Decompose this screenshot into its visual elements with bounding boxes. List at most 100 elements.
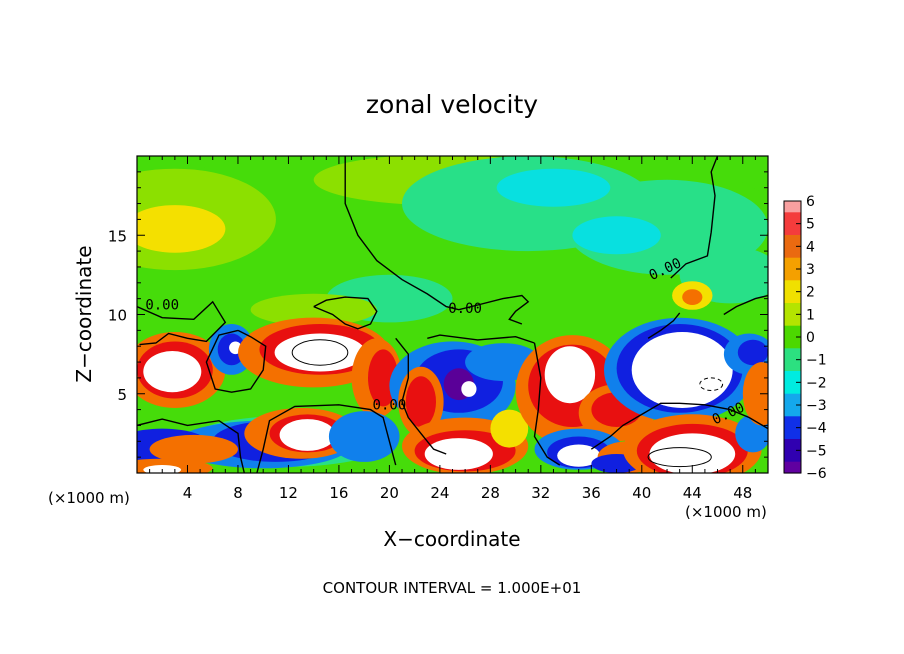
colorbar-swatch — [784, 405, 801, 417]
colorbar-swatch — [784, 235, 801, 247]
contour-label: 0.00 — [448, 301, 482, 317]
x-tick-label: 4 — [183, 484, 193, 502]
field-region — [137, 205, 226, 253]
zero-contour-line — [395, 337, 447, 455]
x-tick-label: 20 — [380, 484, 399, 502]
colorbar-swatch — [784, 201, 801, 213]
colorbar-swatch — [784, 348, 801, 361]
field-region — [143, 351, 202, 393]
zero-contour-line — [344, 156, 530, 325]
zero-contour-line — [137, 418, 245, 473]
x-axis: 4 8 12 16 20 24 28 32 36 40 44 48 — [149, 156, 756, 502]
zero-contour-line — [313, 296, 378, 330]
x-tick-label: 44 — [683, 484, 702, 502]
field-region — [461, 381, 477, 397]
field-region — [149, 434, 238, 464]
chart-title: zonal velocity — [366, 90, 538, 119]
colorbar-swatch — [784, 269, 801, 281]
colorbar-label: 5 — [806, 217, 815, 233]
colorbar-label: 1 — [806, 307, 815, 323]
field-region — [742, 362, 768, 426]
colorbar-swatch — [784, 280, 801, 293]
colorbar-swatch — [784, 393, 801, 406]
zero-contour-line — [427, 334, 535, 344]
colorbar-swatch — [784, 314, 801, 327]
y-tick-label: 5 — [117, 386, 127, 404]
zero-contour-line — [670, 156, 719, 279]
field-region — [424, 438, 493, 470]
y-tick-label: 10 — [108, 307, 127, 325]
field-region — [250, 293, 377, 326]
field-region — [682, 289, 703, 305]
x-unit-label-right: (×1000 m) — [685, 503, 767, 521]
zero-contour-line — [590, 402, 768, 450]
colorbar-swatch — [784, 450, 801, 463]
field-region — [557, 444, 601, 467]
zero-contour-line — [647, 312, 681, 339]
colorbar-label: 2 — [806, 285, 815, 301]
velocity-field — [137, 156, 768, 473]
y-axis-label: Z−coordinate — [72, 245, 96, 382]
colorbar-swatch — [784, 303, 801, 315]
field-region — [649, 433, 736, 473]
colorbar-label: 6 — [806, 194, 815, 210]
interior-contour-line — [291, 339, 349, 366]
contour-interval-label: CONTOUR INTERVAL = 1.000E+01 — [323, 579, 582, 597]
colorbar-swatch — [784, 461, 801, 474]
plot-area: 0.00 0.000.000.00 0.00 4 8 12 16 20 24 28 32 36 40 4… — [108, 155, 769, 502]
field-region — [490, 409, 529, 448]
field-region — [631, 332, 733, 408]
interior-contour-line — [647, 447, 712, 468]
colorbar-label: −5 — [806, 443, 827, 459]
x-tick-label: 32 — [531, 484, 550, 502]
zero-contours — [137, 156, 768, 473]
colorbar-swatch — [784, 439, 801, 451]
colorbar-swatch — [784, 325, 801, 338]
contour-label: 0.00 — [145, 298, 179, 314]
colorbar-label: −4 — [806, 421, 827, 437]
x-tick-label: 8 — [233, 484, 243, 502]
y-tick-label: 15 — [108, 227, 127, 245]
x-tick-label: 12 — [279, 484, 298, 502]
x-tick-label: 24 — [430, 484, 449, 502]
field-region — [737, 339, 768, 366]
colorbar-swatch — [784, 246, 801, 259]
colorbar: 6 5 4 3 2 1 0 −1 −2 −3 −4 −5 −6 — [783, 194, 827, 482]
zero-contour-line — [256, 404, 397, 473]
x-tick-label: 28 — [481, 484, 500, 502]
y-axis: 5 10 15 — [108, 171, 768, 458]
colorbar-swatch — [784, 427, 801, 440]
zero-contour-line — [723, 294, 768, 316]
field-region — [544, 346, 596, 404]
colorbar-swatch — [784, 223, 801, 236]
field-region — [279, 419, 336, 451]
colorbar-swatch — [784, 291, 801, 304]
zero-contour-line — [533, 342, 561, 466]
x-tick-label: 48 — [733, 484, 752, 502]
colorbar-label: −1 — [806, 353, 827, 369]
zero-contour-line — [205, 329, 267, 393]
contour-label: 0.00 — [373, 398, 407, 414]
colorbar-swatch — [784, 359, 801, 372]
colorbar-label: 4 — [806, 239, 815, 255]
colorbar-label: 0 — [806, 330, 815, 346]
x-tick-label: 16 — [329, 484, 348, 502]
field-region — [274, 333, 366, 372]
colorbar-label: −3 — [806, 398, 827, 414]
colorbar-swatch — [784, 212, 801, 225]
x-tick-label: 40 — [632, 484, 651, 502]
colorbar-swatch — [784, 257, 801, 270]
colorbar-swatch — [784, 382, 801, 395]
colorbar-swatch — [784, 416, 801, 429]
colorbar-label: 3 — [806, 262, 815, 278]
colorbar-label: −6 — [806, 466, 827, 482]
x-tick-label: 36 — [582, 484, 601, 502]
interior-contour-line — [699, 377, 724, 392]
field-region — [328, 411, 400, 462]
zero-contour-line — [137, 300, 227, 346]
colorbar-label: −2 — [806, 375, 827, 391]
colorbar-swatch — [784, 371, 801, 383]
colorbar-swatch — [784, 337, 801, 349]
x-axis-label: X−coordinate — [383, 527, 520, 551]
